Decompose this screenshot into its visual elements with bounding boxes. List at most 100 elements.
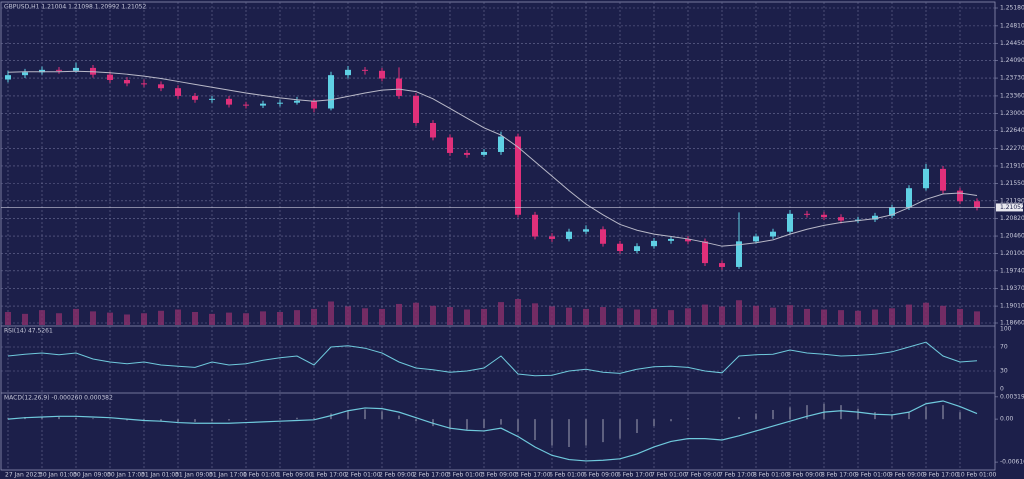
volume-bar	[787, 305, 793, 325]
x-tick-label: 7 Feb 17:00	[719, 472, 755, 479]
rsi-tick-label: 70	[1000, 344, 1008, 351]
volume-bar	[294, 310, 300, 325]
volume-bar	[430, 305, 436, 325]
current-price-box	[996, 203, 1023, 212]
volume-bar	[124, 314, 130, 325]
candle-body	[549, 236, 555, 239]
y-tick-label: 1.23360	[1000, 92, 1024, 99]
candle-body	[175, 88, 181, 96]
candle-body	[73, 67, 79, 71]
candle-body	[226, 98, 232, 105]
volume-bar	[447, 307, 453, 325]
volume-bar	[974, 311, 980, 325]
rsi-tick-label: 30	[1000, 368, 1008, 375]
x-tick-label: 1 Feb 01:00	[243, 472, 279, 479]
volume-bar	[107, 312, 113, 325]
volume-bar	[838, 310, 844, 325]
macd-tick-label: 0.00	[1000, 416, 1014, 423]
x-tick-label: 31 Jan 09:00	[175, 472, 213, 479]
current-price-label: 1.21052	[1000, 204, 1024, 211]
y-tick-label: 1.25180	[1000, 5, 1024, 12]
candle-body	[362, 69, 368, 71]
candle-body	[804, 213, 810, 215]
x-tick-label: 31 Jan 17:00	[209, 472, 247, 479]
volume-bar	[379, 308, 385, 325]
volume-bar	[583, 308, 589, 325]
x-tick-label: 30 Jan 01:00	[39, 472, 77, 479]
volume-bar	[464, 309, 470, 325]
volume-bar	[668, 310, 674, 325]
volume-bar	[226, 312, 232, 325]
y-tick-label: 1.23000	[1000, 110, 1024, 117]
candle-body	[260, 103, 266, 106]
volume-bar	[243, 313, 249, 325]
candle-body	[515, 136, 521, 215]
y-tick-label: 1.20460	[1000, 233, 1024, 240]
candle-body	[634, 246, 640, 252]
x-tick-label: 9 Feb 09:00	[889, 472, 925, 479]
candle-body	[583, 229, 589, 232]
candle-body	[158, 84, 164, 89]
x-tick-label: 10 Feb 01:00	[957, 472, 997, 479]
candle-body	[736, 241, 742, 267]
rsi-tick-label: 100	[1000, 326, 1012, 333]
x-tick-label: 7 Feb 01:00	[651, 472, 687, 479]
volume-bar	[957, 308, 963, 325]
y-tick-label: 1.19010	[1000, 303, 1024, 310]
candle-body	[447, 137, 453, 153]
volume-bar	[770, 307, 776, 325]
volume-bar	[73, 308, 79, 325]
volume-bar	[413, 302, 419, 325]
x-tick-label: 8 Feb 01:00	[753, 472, 789, 479]
volume-bar	[566, 307, 572, 325]
macd-tick-label: -0.006165	[1000, 459, 1024, 466]
x-tick-label: 6 Feb 09:00	[583, 472, 619, 479]
rsi-line	[7, 341, 978, 377]
x-tick-label: 6 Feb 17:00	[617, 472, 653, 479]
volume-bar	[498, 302, 504, 325]
y-tick-label: 1.21190	[1000, 197, 1024, 204]
volume-bar	[311, 308, 317, 325]
candle-body	[821, 214, 827, 218]
candle-body	[209, 98, 215, 100]
x-tick-label: 8 Feb 09:00	[787, 472, 823, 479]
x-tick-label: 2 Feb 09:00	[379, 472, 415, 479]
x-tick-label: 1 Feb 09:00	[277, 472, 313, 479]
volume-bar	[804, 308, 810, 325]
candle-body	[600, 229, 606, 244]
y-tick-label: 1.21550	[1000, 180, 1024, 187]
candle-body	[906, 188, 912, 208]
x-tick-label: 3 Feb 09:00	[481, 472, 517, 479]
volume-bar	[328, 301, 334, 325]
volume-bar	[56, 313, 62, 325]
volume-bar	[396, 303, 402, 325]
volume-bar	[277, 312, 283, 325]
rsi-tick-label: 0	[1000, 386, 1004, 393]
candle-body	[702, 241, 708, 264]
candle-body	[498, 136, 504, 152]
volume-bar	[175, 309, 181, 325]
candle-body	[787, 213, 793, 232]
volume-bar	[90, 311, 96, 325]
y-tick-label: 1.24810	[1000, 22, 1024, 29]
volume-bar	[940, 305, 946, 325]
volume-bar	[906, 304, 912, 325]
x-tick-label: 3 Feb 01:00	[447, 472, 483, 479]
volume-bar	[702, 304, 708, 325]
volume-bar	[345, 306, 351, 325]
x-tick-label: 30 Jan 17:00	[107, 472, 145, 479]
volume-bar	[685, 308, 691, 325]
x-tick-label: 31 Jan 01:00	[141, 472, 179, 479]
candle-body	[685, 238, 691, 242]
candle-body	[566, 231, 572, 239]
y-tick-label: 1.23730	[1000, 75, 1024, 82]
candle-body	[770, 231, 776, 237]
volume-bar	[5, 312, 11, 325]
macd-line	[7, 400, 978, 462]
candle-body	[294, 100, 300, 103]
volume-bar	[855, 310, 861, 325]
volume-bar	[889, 308, 895, 325]
